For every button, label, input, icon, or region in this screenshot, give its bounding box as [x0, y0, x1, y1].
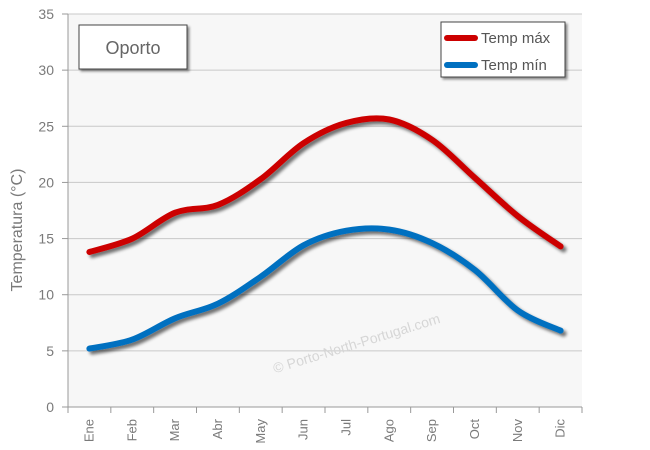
y-tick-label: 10 — [38, 287, 54, 303]
data-point-temp-m-x — [344, 120, 349, 125]
data-point-temp-m-x — [130, 236, 135, 241]
y-tick-label: 25 — [38, 118, 54, 134]
x-tick-label: Sep — [424, 419, 439, 442]
y-axis-title: Temperatura (°C) — [9, 169, 26, 292]
x-tick-label: Jun — [296, 419, 311, 440]
data-point-temp-m-x — [87, 250, 92, 255]
data-point-temp-m-x — [215, 202, 220, 207]
data-point-temp-m-n — [472, 268, 477, 273]
data-point-temp-m-x — [472, 175, 477, 180]
y-tick-label: 5 — [46, 343, 54, 359]
data-point-temp-m-n — [301, 243, 306, 248]
y-tick-label: 15 — [38, 231, 54, 247]
x-tick-label: Feb — [124, 419, 139, 441]
data-point-temp-m-x — [173, 210, 178, 215]
plot-area — [68, 14, 582, 407]
y-tick-label: 20 — [38, 174, 54, 190]
data-point-temp-m-n — [515, 308, 520, 313]
y-tick-label: 30 — [38, 62, 54, 78]
x-tick-label: May — [253, 419, 268, 444]
data-point-temp-m-n — [430, 241, 435, 246]
chart-title-box: Oporto — [78, 24, 188, 70]
data-point-temp-m-n — [258, 274, 263, 279]
data-point-temp-m-n — [387, 227, 392, 232]
legend: Temp máx Temp mín — [440, 21, 566, 78]
data-point-temp-m-x — [515, 214, 520, 219]
data-point-temp-m-n — [215, 301, 220, 306]
x-tick-label: Abr — [210, 418, 225, 439]
data-point-temp-m-n — [87, 346, 92, 351]
y-tick-label: 0 — [46, 399, 54, 415]
x-axis: Ene Feb Mar Abr May Jun Jul Ago Sep Oct Nov Dic — [67, 407, 583, 444]
data-point-temp-m-x — [301, 141, 306, 146]
chart-title: Oporto — [105, 38, 160, 58]
series-line-temp-m-x — [86, 115, 564, 255]
series-lines — [86, 115, 564, 352]
data-point-temp-m-x — [387, 117, 392, 122]
x-tick-label: Mar — [167, 418, 182, 441]
data-point-temp-m-n — [344, 228, 349, 233]
x-tick-label: Nov — [510, 419, 525, 443]
legend-label: Temp mín — [481, 57, 547, 74]
x-tick-label: Ago — [381, 419, 396, 442]
data-point-temp-m-n — [130, 337, 135, 342]
legend-label: Temp máx — [481, 30, 551, 47]
x-tick-label: Oct — [467, 419, 482, 440]
series-line-temp-m-n — [86, 225, 564, 352]
x-tick-label: Dic — [553, 419, 568, 438]
data-point-temp-m-n — [558, 328, 563, 333]
data-point-temp-m-x — [430, 137, 435, 142]
y-tick-label: 35 — [38, 6, 54, 22]
data-point-temp-m-x — [558, 244, 563, 249]
data-point-temp-m-x — [258, 177, 263, 182]
x-tick-label: Ene — [81, 419, 96, 442]
data-point-temp-m-n — [173, 316, 178, 321]
x-tick-label: Jul — [338, 419, 353, 436]
y-axis: 0 5 10 15 20 25 30 35 — [38, 6, 69, 415]
